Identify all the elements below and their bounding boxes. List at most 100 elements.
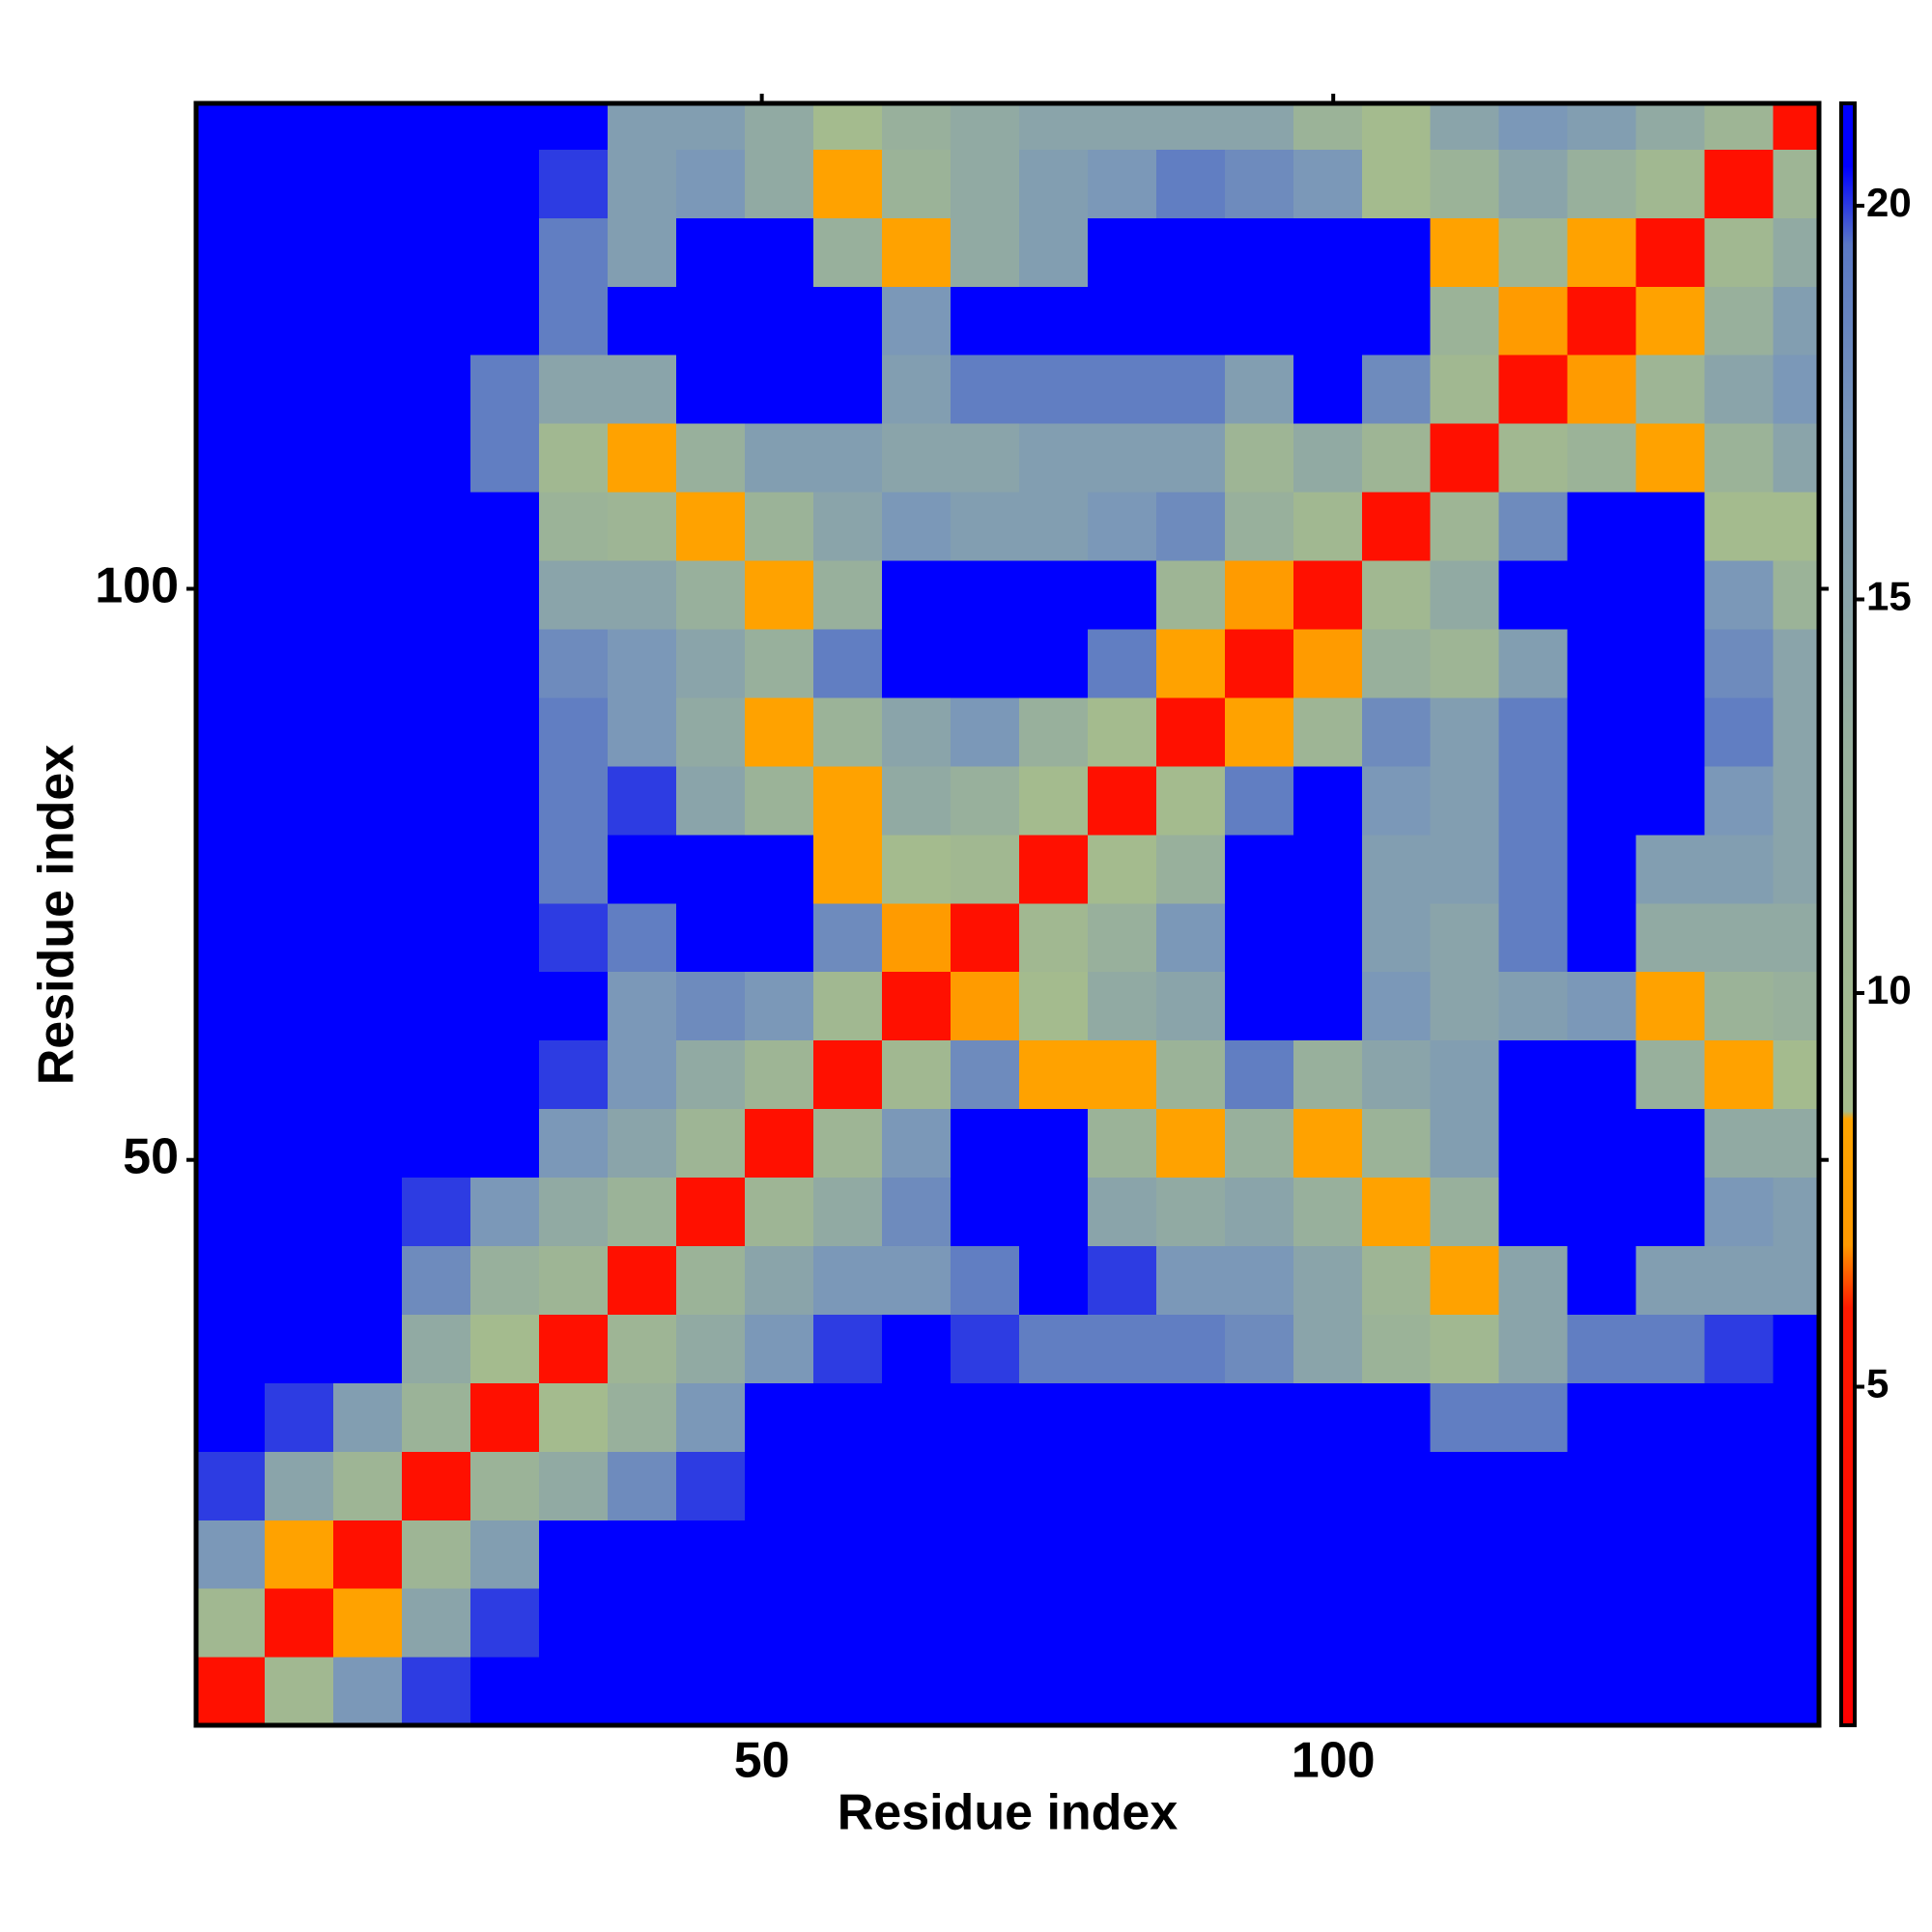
heatmap-cell xyxy=(1361,355,1432,424)
heatmap-cell xyxy=(469,1657,540,1726)
heatmap-cell xyxy=(1498,559,1569,630)
heatmap-cell xyxy=(332,834,403,904)
heatmap-cell xyxy=(675,971,746,1041)
heatmap-cell xyxy=(1155,834,1226,904)
heatmap-cell xyxy=(881,217,952,287)
heatmap-cell xyxy=(1293,834,1363,904)
heatmap-cell xyxy=(1567,492,1637,561)
heatmap-cell xyxy=(1018,1177,1089,1246)
heatmap-cell xyxy=(538,1314,609,1383)
heatmap-cell xyxy=(1704,217,1775,287)
heatmap-cell xyxy=(264,149,334,218)
heatmap-cell xyxy=(950,902,1020,973)
heatmap-cell xyxy=(881,696,952,767)
heatmap-cell xyxy=(1361,1108,1432,1179)
heatmap-cell xyxy=(607,1657,677,1726)
heatmap-cell xyxy=(1430,1451,1500,1520)
heatmap-cell xyxy=(812,902,883,973)
heatmap-cell xyxy=(675,765,746,836)
heatmap-cell xyxy=(469,765,540,836)
heatmap-cell xyxy=(744,765,814,836)
heatmap-cell xyxy=(264,286,334,355)
heatmap-cell xyxy=(1155,1314,1226,1383)
heatmap-cell xyxy=(1361,1314,1432,1383)
heatmap-cell xyxy=(469,286,540,355)
heatmap-cell xyxy=(1773,971,1820,1041)
heatmap-cell xyxy=(950,696,1020,767)
heatmap-cell xyxy=(1155,628,1226,698)
heatmap-cell xyxy=(538,103,609,150)
heatmap-cell xyxy=(1293,971,1363,1041)
heatmap-cell xyxy=(812,834,883,904)
heatmap-cell xyxy=(950,1520,1020,1589)
heatmap-cell xyxy=(1430,834,1500,904)
heatmap-cell xyxy=(675,696,746,767)
heatmap-cell xyxy=(1087,1245,1157,1315)
heatmap-cell xyxy=(744,1108,814,1179)
heatmap-cell xyxy=(1018,217,1089,287)
heatmap-cell xyxy=(332,1657,403,1726)
heatmap-cell xyxy=(1704,628,1775,698)
heatmap-cell xyxy=(196,902,266,973)
heatmap-cell xyxy=(1087,217,1157,287)
heatmap-cell xyxy=(950,1588,1020,1658)
heatmap-cell xyxy=(1773,696,1820,767)
heatmap-cell xyxy=(264,628,334,698)
heatmap-cell xyxy=(1430,696,1500,767)
heatmap-cell xyxy=(1773,1245,1820,1315)
heatmap-cell xyxy=(675,1382,746,1452)
heatmap-cell xyxy=(1567,559,1637,630)
heatmap-cell xyxy=(196,834,266,904)
heatmap-cell xyxy=(1018,286,1089,355)
heatmap-cell xyxy=(1155,492,1226,561)
heatmap-cell xyxy=(1293,492,1363,561)
heatmap-cell xyxy=(196,1451,266,1520)
heatmap-cell xyxy=(1773,765,1820,836)
heatmap-cell xyxy=(1773,1451,1820,1520)
heatmap-cell xyxy=(332,103,403,150)
heatmap-cell xyxy=(1293,1657,1363,1726)
heatmap-cell xyxy=(675,1039,746,1110)
heatmap-cell xyxy=(196,423,266,493)
heatmap-cell xyxy=(1773,492,1820,561)
heatmap-cell xyxy=(401,1520,471,1589)
heatmap-cell xyxy=(1018,1520,1089,1589)
heatmap-cell xyxy=(1567,1520,1637,1589)
heatmap-cell xyxy=(1567,628,1637,698)
heatmap-cell xyxy=(1498,103,1569,150)
heatmap-cell xyxy=(264,559,334,630)
heatmap-cell xyxy=(401,1382,471,1452)
heatmap-cell xyxy=(812,765,883,836)
heatmap-cell xyxy=(469,1451,540,1520)
heatmap-cell xyxy=(264,1520,334,1589)
heatmap-cell xyxy=(469,1520,540,1589)
heatmap-cell xyxy=(812,1314,883,1383)
heatmap-cell xyxy=(744,628,814,698)
heatmap-cell xyxy=(1567,696,1637,767)
heatmap-cell xyxy=(607,834,677,904)
colorbar-tick-label: 5 xyxy=(1866,1361,1889,1406)
heatmap-cell xyxy=(812,1657,883,1726)
heatmap-cell xyxy=(607,696,677,767)
heatmap-cell xyxy=(1293,902,1363,973)
heatmap-cell xyxy=(1087,834,1157,904)
heatmap-cell xyxy=(1155,1039,1226,1110)
heatmap-cell xyxy=(1498,696,1569,767)
heatmap-cell xyxy=(1293,559,1363,630)
heatmap-cell xyxy=(1567,765,1637,836)
heatmap-cell xyxy=(1704,971,1775,1041)
heatmap-cell xyxy=(1498,628,1569,698)
heatmap-cell xyxy=(1498,1177,1569,1246)
heatmap-cell xyxy=(469,696,540,767)
heatmap-cell xyxy=(1635,971,1706,1041)
heatmap-cell xyxy=(538,1177,609,1246)
heatmap-cell xyxy=(1567,1245,1637,1315)
heatmap-cell xyxy=(812,286,883,355)
heatmap-cell xyxy=(675,149,746,218)
heatmap-cell xyxy=(538,355,609,424)
heatmap-cell xyxy=(196,971,266,1041)
heatmap-cell xyxy=(1498,1039,1569,1110)
heatmap-cell xyxy=(950,423,1020,493)
heatmap-cell xyxy=(744,834,814,904)
heatmap-cell xyxy=(812,492,883,561)
